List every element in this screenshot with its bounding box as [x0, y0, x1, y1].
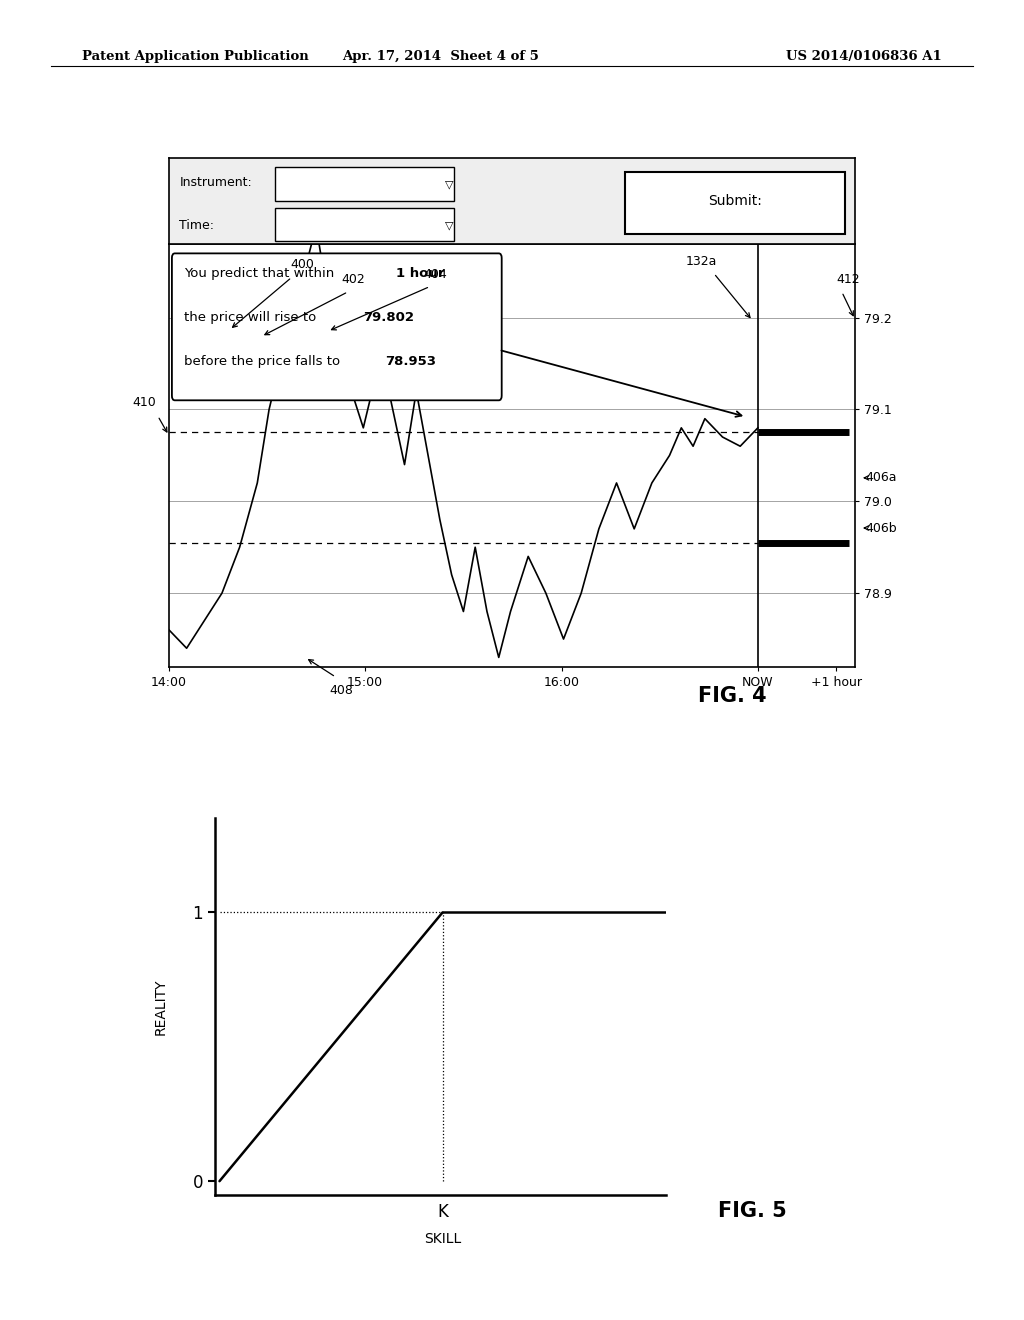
- Text: Patent Application Publication: Patent Application Publication: [82, 50, 308, 63]
- Text: 132a: 132a: [686, 255, 717, 268]
- Text: Submit:: Submit:: [708, 194, 762, 209]
- Text: Time:: Time:: [179, 219, 214, 232]
- Text: 78.953: 78.953: [385, 355, 436, 368]
- Text: FIG. 5: FIG. 5: [718, 1201, 787, 1221]
- Text: 402: 402: [341, 273, 366, 286]
- Text: 412: 412: [837, 273, 860, 286]
- Text: ▽: ▽: [444, 180, 454, 190]
- Text: before the price falls to: before the price falls to: [183, 355, 344, 368]
- FancyBboxPatch shape: [275, 168, 454, 202]
- FancyBboxPatch shape: [172, 253, 502, 400]
- Text: Apr. 17, 2014  Sheet 4 of 5: Apr. 17, 2014 Sheet 4 of 5: [342, 50, 539, 63]
- Text: FIG. 4: FIG. 4: [697, 686, 767, 706]
- Text: the price will rise to: the price will rise to: [183, 312, 321, 325]
- Text: ▽: ▽: [444, 220, 454, 230]
- Text: 410: 410: [132, 396, 156, 409]
- Text: 406a: 406a: [865, 471, 897, 484]
- Text: 79.802: 79.802: [364, 312, 415, 325]
- FancyBboxPatch shape: [626, 172, 845, 234]
- Text: 406b: 406b: [865, 521, 897, 535]
- FancyBboxPatch shape: [275, 209, 454, 240]
- Text: 400: 400: [290, 257, 314, 271]
- Text: SKILL: SKILL: [424, 1233, 461, 1246]
- Text: Instrument:: Instrument:: [179, 176, 252, 189]
- Text: US 2014/0106836 A1: US 2014/0106836 A1: [786, 50, 942, 63]
- Text: 404: 404: [423, 268, 447, 281]
- Text: 1 hour: 1 hour: [395, 267, 444, 280]
- Text: REALITY: REALITY: [154, 978, 168, 1035]
- Text: 408: 408: [329, 684, 353, 697]
- Text: K: K: [437, 1203, 447, 1221]
- Text: You predict that within: You predict that within: [183, 267, 338, 280]
